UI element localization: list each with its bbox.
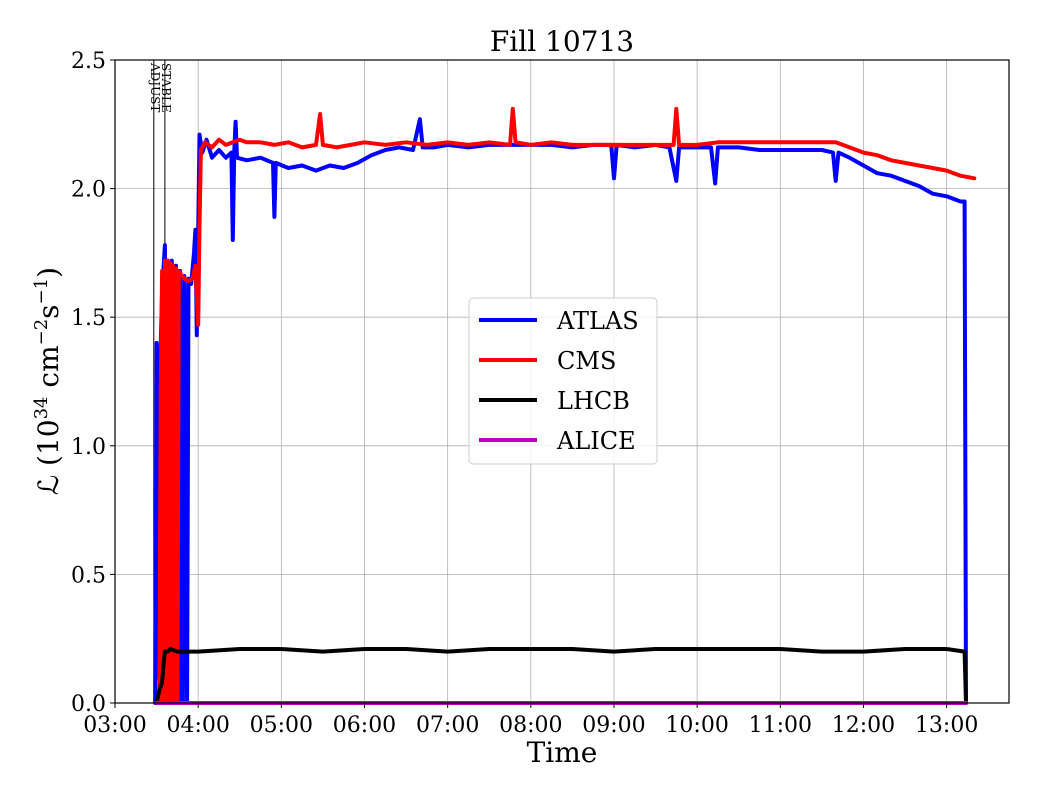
- y-axis-label-mid2: s: [32, 304, 65, 318]
- y-tick-label: 1.5: [71, 306, 106, 331]
- y-axis-label-exp3: −1: [31, 278, 52, 305]
- y-axis-label-mid: cm: [32, 345, 65, 396]
- x-tick-label: 08:00: [499, 713, 562, 738]
- phase-marker-label: STABLE: [159, 63, 173, 113]
- chart-title: Fill 10713: [490, 25, 634, 58]
- x-tick-label: 07:00: [416, 713, 479, 738]
- y-axis-label-main: ℒ (10: [32, 419, 65, 495]
- y-tick-label: 1.0: [71, 435, 106, 460]
- legend-label-alice: ALICE: [556, 427, 636, 455]
- y-tick-label: 2.5: [71, 49, 106, 74]
- y-axis-label-end: ): [32, 267, 65, 278]
- x-tick-label: 06:00: [333, 713, 396, 738]
- y-tick-label: 0.0: [71, 692, 106, 717]
- y-axis-label-exp1: 34: [31, 397, 52, 420]
- legend-label-lhcb: LHCB: [557, 387, 630, 415]
- legend-label-atlas: ATLAS: [556, 307, 639, 335]
- x-tick-label: 05:00: [250, 713, 313, 738]
- x-tick-label: 09:00: [582, 713, 645, 738]
- x-tick-label: 11:00: [749, 713, 812, 738]
- y-tick-label: 0.5: [71, 563, 106, 588]
- x-tick-label: 10:00: [665, 713, 728, 738]
- y-axis-label-exp2: −2: [31, 319, 52, 346]
- legend: ATLAS CMS LHCB ALICE: [469, 298, 657, 464]
- y-tick-label: 2.0: [71, 178, 106, 203]
- x-tick-label: 04:00: [166, 713, 229, 738]
- x-axis-label: Time: [527, 736, 598, 769]
- x-tick-label: 13:00: [915, 713, 978, 738]
- legend-label-cms: CMS: [557, 347, 616, 375]
- x-tick-label: 12:00: [832, 713, 895, 738]
